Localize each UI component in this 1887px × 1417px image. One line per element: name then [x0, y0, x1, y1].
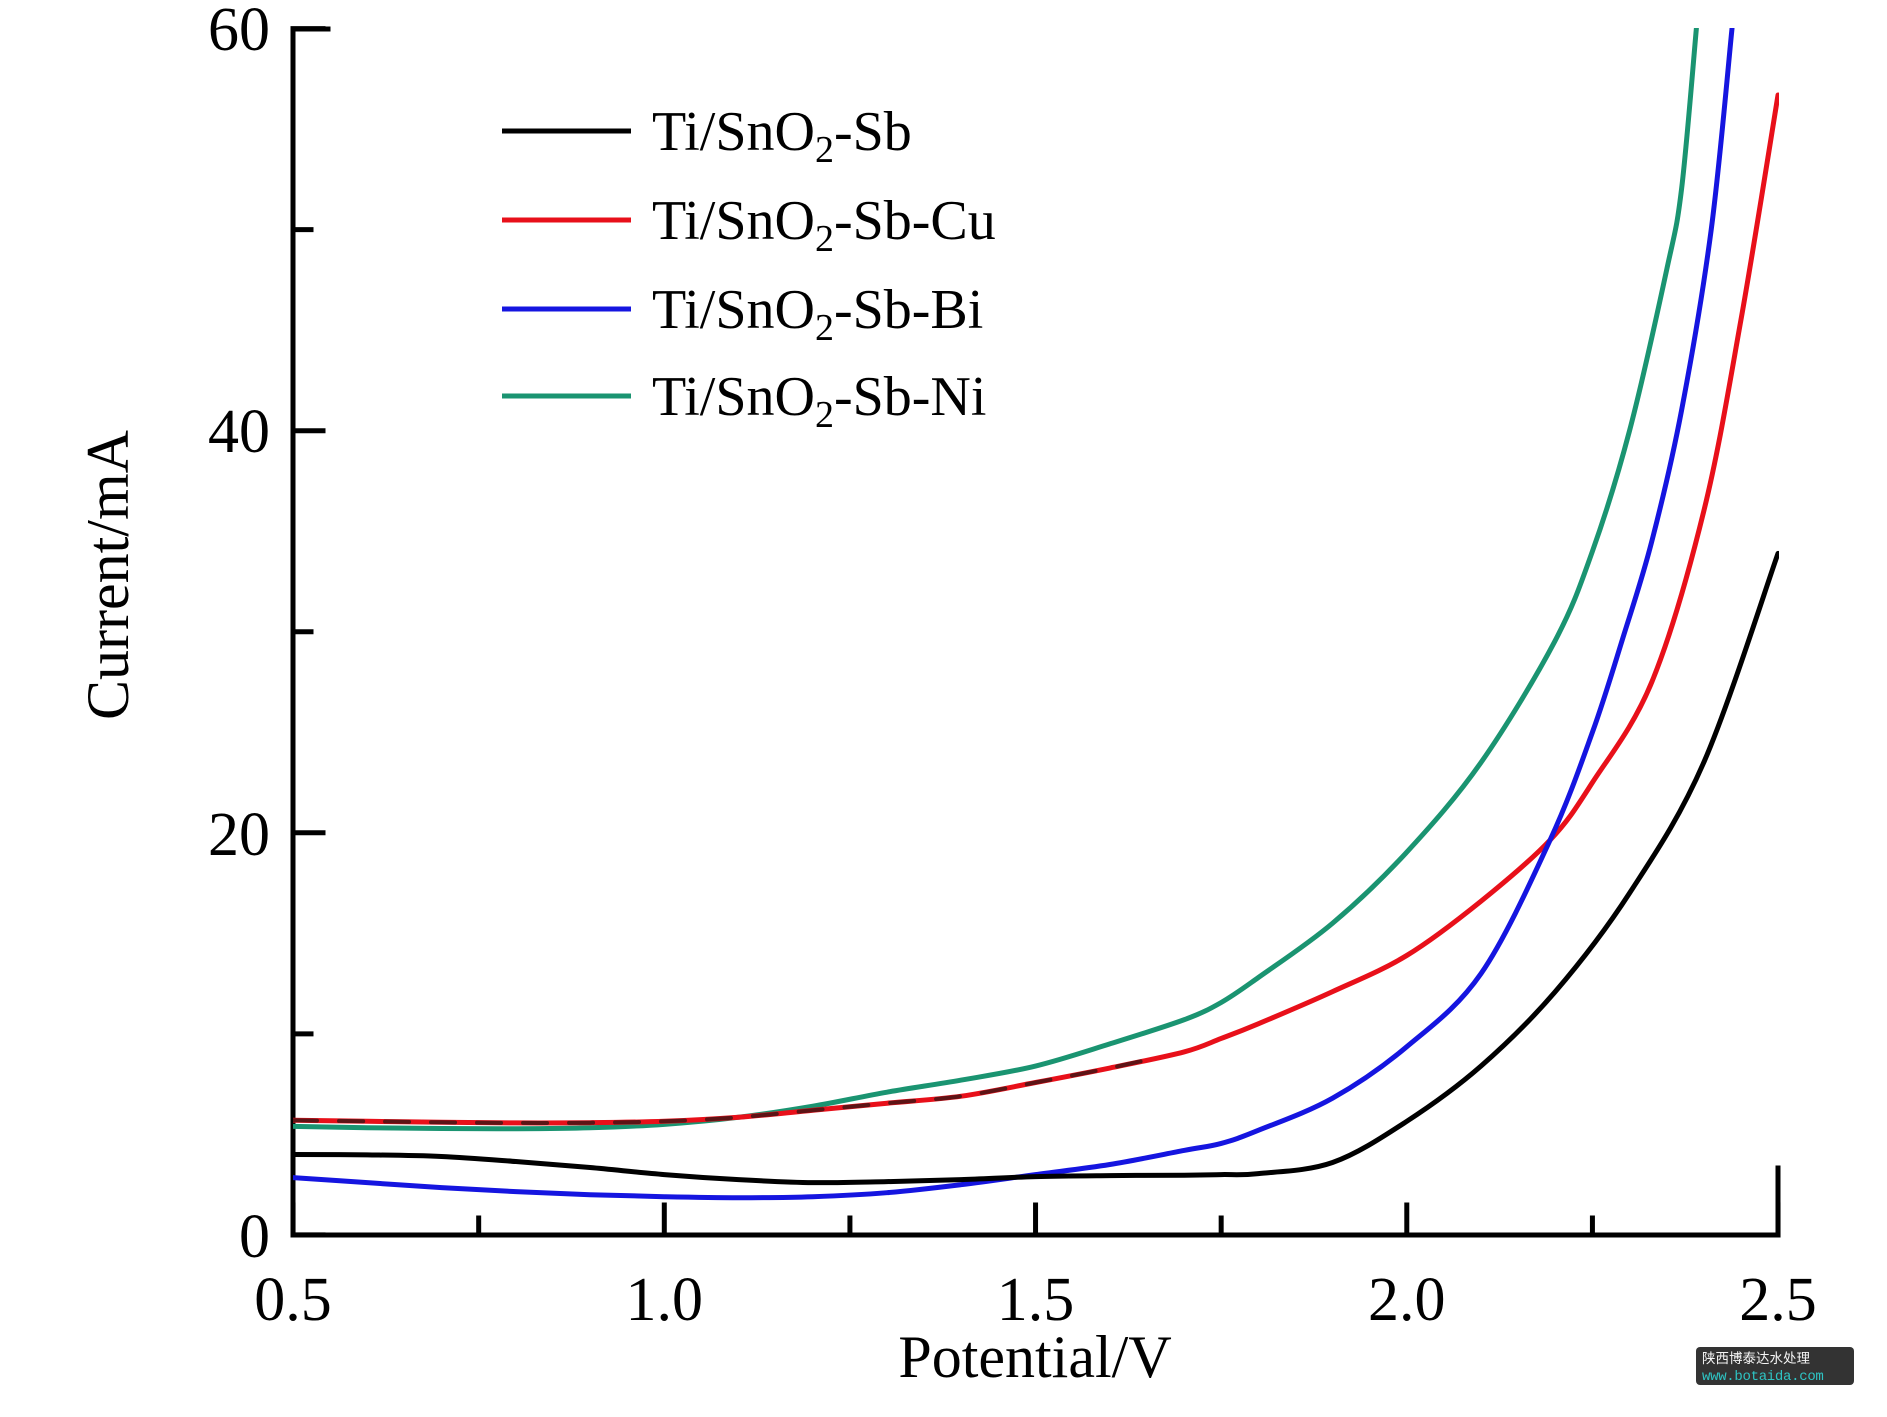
- svg-text:0.5: 0.5: [254, 1266, 332, 1334]
- svg-text:2.5: 2.5: [1739, 1266, 1817, 1334]
- svg-text:1.0: 1.0: [626, 1266, 704, 1334]
- svg-text:陕西博泰达水处理: 陕西博泰达水处理: [1702, 1350, 1810, 1366]
- svg-text:www.botaida.com: www.botaida.com: [1702, 1369, 1824, 1385]
- svg-text:2.0: 2.0: [1368, 1266, 1446, 1334]
- svg-text:0: 0: [239, 1203, 270, 1271]
- svg-text:40: 40: [208, 398, 270, 466]
- svg-text:60: 60: [208, 0, 270, 64]
- svg-text:Current/mA: Current/mA: [75, 430, 141, 720]
- svg-text:Ti/SnO2-Sb: Ti/SnO2-Sb: [652, 101, 912, 171]
- svg-text:Potential/V: Potential/V: [898, 1324, 1171, 1390]
- svg-text:20: 20: [208, 801, 270, 869]
